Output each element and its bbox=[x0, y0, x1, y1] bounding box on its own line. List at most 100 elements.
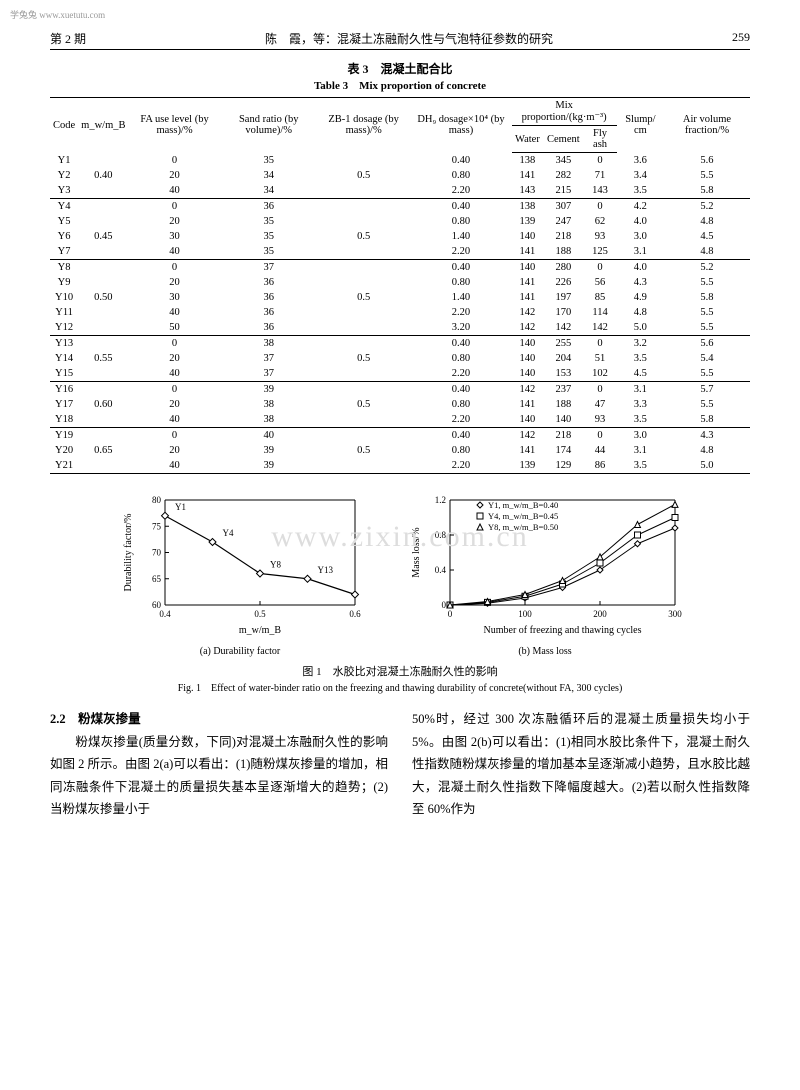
table-cell: 0.60 bbox=[78, 397, 128, 412]
table-cell: 197 bbox=[543, 290, 583, 305]
table-cell: 218 bbox=[543, 229, 583, 244]
table-cell bbox=[78, 428, 128, 444]
table-cell: 5.6 bbox=[664, 153, 750, 169]
table-cell: 0 bbox=[583, 428, 616, 444]
table-cell: Y4 bbox=[50, 199, 78, 215]
table-cell: Y19 bbox=[50, 428, 78, 444]
table-cell bbox=[78, 214, 128, 229]
table-cell: 30 bbox=[129, 229, 221, 244]
table-cell bbox=[317, 275, 411, 290]
table-cell: 0.55 bbox=[78, 351, 128, 366]
table-cell: 0.40 bbox=[410, 153, 511, 169]
svg-text:Y4, m_w/m_B=0.45: Y4, m_w/m_B=0.45 bbox=[488, 511, 558, 521]
table-cell: 36 bbox=[221, 305, 317, 320]
svg-text:Y13: Y13 bbox=[318, 565, 334, 575]
table-cell bbox=[317, 366, 411, 382]
table-cell: 174 bbox=[543, 443, 583, 458]
svg-text:0.4: 0.4 bbox=[435, 565, 447, 575]
table-cell: 140 bbox=[512, 260, 544, 276]
table-cell: 3.4 bbox=[617, 168, 664, 183]
table-cell: 40 bbox=[129, 305, 221, 320]
table-cell bbox=[317, 260, 411, 276]
table-cell: 44 bbox=[583, 443, 616, 458]
table-cell: 38 bbox=[221, 397, 317, 412]
table-cell: 3.6 bbox=[617, 153, 664, 169]
table-cell: 30 bbox=[129, 290, 221, 305]
table-cell: Y17 bbox=[50, 397, 78, 412]
col-zb: ZB-1 dosage (by mass)/% bbox=[317, 98, 411, 153]
table-cell: 0 bbox=[129, 336, 221, 352]
table-cell: 282 bbox=[543, 168, 583, 183]
table-cell: 2.20 bbox=[410, 305, 511, 320]
table-cell: 140 bbox=[512, 229, 544, 244]
col-mw: m_w/m_B bbox=[78, 98, 128, 153]
table-cell: 5.2 bbox=[664, 199, 750, 215]
table-cell: 37 bbox=[221, 366, 317, 382]
table-cell: Y9 bbox=[50, 275, 78, 290]
table-cell: 4.5 bbox=[664, 229, 750, 244]
col-water: Water bbox=[512, 126, 544, 153]
table-cell: 47 bbox=[583, 397, 616, 412]
table-cell: Y14 bbox=[50, 351, 78, 366]
table-cell: 3.5 bbox=[617, 183, 664, 199]
table-cell: 1.40 bbox=[410, 229, 511, 244]
table-cell bbox=[317, 199, 411, 215]
table-cell: 139 bbox=[512, 214, 544, 229]
table-cell bbox=[78, 336, 128, 352]
table-cell: 0 bbox=[129, 199, 221, 215]
mix-table: Code m_w/m_B FA use level (by mass)/% Sa… bbox=[50, 97, 750, 474]
svg-text:Number of freezing and thawing: Number of freezing and thawing cycles bbox=[484, 625, 642, 636]
table-cell bbox=[317, 336, 411, 352]
table-cell: 40 bbox=[221, 428, 317, 444]
table-cell: 4.8 bbox=[664, 443, 750, 458]
table-cell: 3.2 bbox=[617, 336, 664, 352]
table-cell: 0.65 bbox=[78, 443, 128, 458]
table-cell bbox=[78, 153, 128, 169]
table-cell: 2.20 bbox=[410, 366, 511, 382]
svg-text:100: 100 bbox=[518, 609, 532, 619]
table-cell: 37 bbox=[221, 351, 317, 366]
table-cell: 141 bbox=[512, 275, 544, 290]
table-cell: 0 bbox=[583, 260, 616, 276]
fig-caption-en: Fig. 1 Effect of water-binder ratio on t… bbox=[50, 679, 750, 694]
table-cell: 0.5 bbox=[317, 397, 411, 412]
table-cell: 4.5 bbox=[617, 366, 664, 382]
table-cell: 36 bbox=[221, 290, 317, 305]
table-cell: 4.3 bbox=[617, 275, 664, 290]
table-cell: 141 bbox=[512, 290, 544, 305]
left-column: 2.2 粉煤灰掺量 粉煤灰掺量(质量分数，下同)对混凝土冻融耐久性的影响如图 2… bbox=[50, 708, 388, 821]
table-cell: 5.0 bbox=[664, 458, 750, 474]
table-cell bbox=[317, 244, 411, 260]
table-cell: 140 bbox=[543, 412, 583, 428]
table-cell: 50 bbox=[129, 320, 221, 336]
table-cell: 2.20 bbox=[410, 244, 511, 260]
table-cell: 0.40 bbox=[410, 199, 511, 215]
table-cell: 93 bbox=[583, 229, 616, 244]
chart-b-caption: (b) Mass loss bbox=[405, 646, 685, 657]
table-cell: 140 bbox=[512, 366, 544, 382]
table-cell: 143 bbox=[512, 183, 544, 199]
table-cell bbox=[78, 199, 128, 215]
table-cell: 280 bbox=[543, 260, 583, 276]
table-cell: 0 bbox=[129, 153, 221, 169]
svg-text:0.4: 0.4 bbox=[159, 609, 171, 619]
col-code: Code bbox=[50, 98, 78, 153]
svg-text:Durability factor/%: Durability factor/% bbox=[123, 513, 134, 591]
table-cell: Y7 bbox=[50, 244, 78, 260]
table-cell: 5.8 bbox=[664, 290, 750, 305]
table-cell: 345 bbox=[543, 153, 583, 169]
chart-a-box: 0.40.50.66065707580Y1Y4Y8Y13Y16m_w/m_BDu… bbox=[115, 490, 365, 657]
table-cell: 204 bbox=[543, 351, 583, 366]
table-cell: 140 bbox=[512, 412, 544, 428]
table-cell: 20 bbox=[129, 351, 221, 366]
header-issue: 第 2 期 bbox=[50, 30, 86, 47]
table-cell: 138 bbox=[512, 153, 544, 169]
table-cell: 142 bbox=[543, 320, 583, 336]
col-slump: Slump/ cm bbox=[617, 98, 664, 153]
svg-text:Y1, m_w/m_B=0.40: Y1, m_w/m_B=0.40 bbox=[488, 500, 558, 510]
table-cell bbox=[78, 260, 128, 276]
table-cell: 5.5 bbox=[664, 397, 750, 412]
table-cell: 85 bbox=[583, 290, 616, 305]
table-cell bbox=[78, 458, 128, 474]
chart-b-box: 010020030000.40.81.2Y1, m_w/m_B=0.40Y4, … bbox=[405, 490, 685, 657]
